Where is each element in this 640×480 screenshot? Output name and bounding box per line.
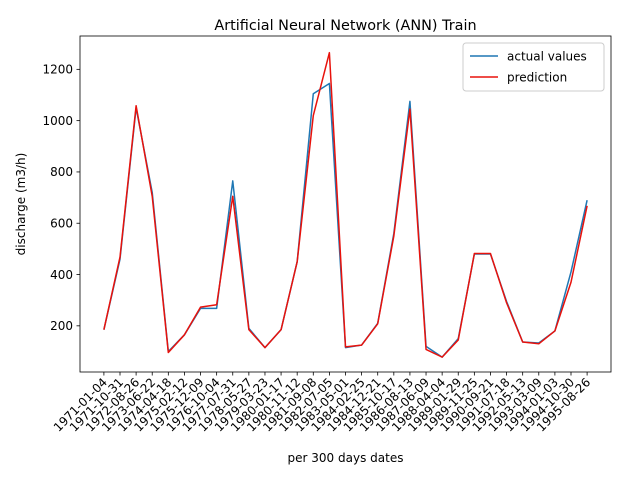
y-tick-label: 800	[50, 165, 73, 179]
x-axis: 1971-01-041971-10-311972-08-261973-06-22…	[51, 372, 593, 434]
legend: actual values prediction	[462, 42, 605, 92]
y-tick-label: 1200	[42, 63, 73, 77]
legend-label-actual-values: actual values	[507, 50, 587, 64]
legend-label-prediction: prediction	[507, 71, 567, 85]
y-tick-label: 400	[50, 268, 73, 282]
x-axis-title: per 300 days dates	[288, 451, 404, 465]
y-tick-label: 600	[50, 217, 73, 231]
y-axis-title: discharge (m3/h)	[14, 153, 28, 256]
y-tick-label: 200	[50, 319, 73, 333]
legend-box	[462, 42, 605, 92]
series-line-prediction	[103, 51, 588, 358]
series-layer	[103, 51, 588, 358]
chart-title: Artificial Neural Network (ANN) Train	[214, 18, 476, 34]
y-axis: 200 400 600 800 1000 1200	[42, 63, 80, 333]
y-tick-label: 1000	[42, 114, 73, 128]
